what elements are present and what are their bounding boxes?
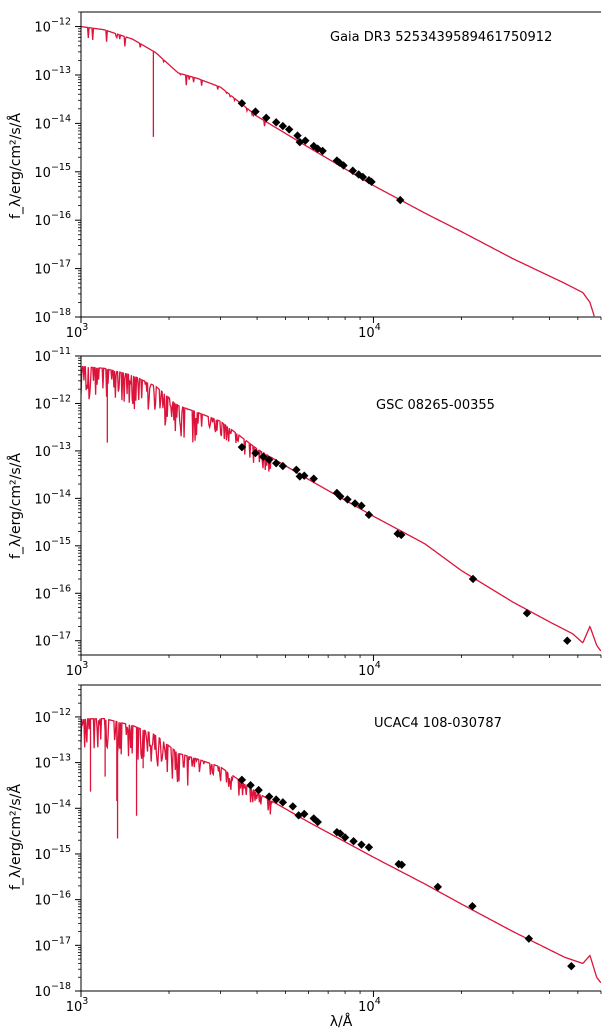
photometry-point <box>271 118 281 127</box>
photometry-point <box>348 166 357 175</box>
photometry-point <box>522 609 532 618</box>
photometry-point <box>300 471 309 480</box>
y-tick-label: 10−17 <box>34 631 71 650</box>
x-tick-label: 104 <box>358 996 381 1015</box>
photometry-point <box>293 131 302 140</box>
photometry-point <box>292 465 301 474</box>
y-tick-label: 10−15 <box>34 536 71 555</box>
photometry-point <box>301 136 310 145</box>
y-tick-label: 10−15 <box>34 844 71 863</box>
x-axis-label: λ/Å <box>330 1013 353 1030</box>
photometry-point <box>433 882 443 892</box>
photometry-point <box>563 636 572 645</box>
photometry-point <box>271 795 281 804</box>
photometry-point <box>288 802 298 811</box>
photometry-point <box>367 177 376 187</box>
y-tick-label: 10−16 <box>34 210 71 229</box>
panel-annotation: GSC 08265-00355 <box>376 398 495 413</box>
photometry-point <box>332 827 342 837</box>
y-tick-label: 10−14 <box>34 798 71 817</box>
sed-panel-bottom: UCAC4 108-030787 f_λ/erg/cm²/s/Å λ/Å 10−… <box>7 684 602 1030</box>
y-tick-label: 10−16 <box>34 890 71 909</box>
y-axis-label: f_λ/erg/cm²/s/Å <box>7 453 24 559</box>
y-tick-label: 10−16 <box>34 583 71 602</box>
photometry-point <box>357 501 366 510</box>
y-tick-label: 10−12 <box>34 17 71 36</box>
y-tick-label: 10−12 <box>34 707 71 726</box>
photometry-point <box>397 530 406 540</box>
photometry-point <box>468 901 477 911</box>
photometry-point <box>259 452 268 462</box>
photometry-point <box>468 574 478 584</box>
photometry-point <box>264 792 274 801</box>
panel-annotation: UCAC4 108-030787 <box>374 716 502 731</box>
photometry-point <box>271 459 281 468</box>
photometry-point <box>567 961 576 971</box>
photometry-point <box>524 934 534 943</box>
photometry-point <box>262 113 271 123</box>
y-tick-label: 10−13 <box>34 441 71 460</box>
photometry-point <box>294 811 303 820</box>
photometry-point <box>237 442 247 452</box>
photometry-point <box>357 840 366 849</box>
y-tick-label: 10−18 <box>34 981 71 1000</box>
y-tick-label: 10−15 <box>34 162 71 181</box>
photometry-point <box>284 125 294 134</box>
x-tick-label: 104 <box>358 322 381 341</box>
y-tick-label: 10−18 <box>34 307 71 326</box>
photometry-point <box>278 121 288 131</box>
photometry-point <box>364 843 374 852</box>
y-axis-label: f_λ/erg/cm²/s/Å <box>7 113 24 219</box>
x-tick-label: 104 <box>358 660 381 679</box>
photometry-point <box>349 837 358 846</box>
panel-annotation: Gaia DR3 5253439589461750912 <box>330 30 552 45</box>
photometry-point <box>237 99 247 108</box>
photometry-point <box>358 172 368 182</box>
model-spectrum-line <box>81 25 595 317</box>
y-tick-label: 10−14 <box>34 113 71 132</box>
photometry-point <box>318 146 327 156</box>
photometry-point <box>300 809 309 819</box>
x-tick-label: 103 <box>66 660 89 679</box>
photometry-point <box>339 161 348 170</box>
photometry-point <box>251 107 260 116</box>
photometry-point <box>336 829 345 838</box>
y-tick-label: 10−13 <box>34 753 71 772</box>
y-tick-label: 10−17 <box>34 259 71 278</box>
photometry-point <box>364 510 374 520</box>
model-spectrum-line <box>81 717 601 984</box>
photometry-point <box>264 455 274 464</box>
photometry-point <box>251 448 260 458</box>
x-tick-label: 103 <box>66 322 89 341</box>
photometry-point <box>313 817 322 827</box>
photometry-point <box>396 195 405 205</box>
photometry-point <box>246 781 255 790</box>
photometry-point <box>340 833 350 842</box>
photometry-point <box>278 798 288 807</box>
photometry-point <box>350 499 360 508</box>
photometry-point <box>278 461 288 471</box>
sed-panel-middle: GSC 08265-00355 f_λ/erg/cm²/s/Å 10−11 10−… <box>7 346 602 679</box>
photometry-point <box>397 860 406 869</box>
photometry-point <box>254 785 263 795</box>
model-spectrum-line <box>81 365 601 652</box>
x-tick-label: 103 <box>66 996 89 1015</box>
y-tick-label: 10−13 <box>34 65 71 84</box>
photometry-point <box>343 495 352 504</box>
y-axis-label: f_λ/erg/cm²/s/Å <box>7 784 24 890</box>
y-tick-label: 10−12 <box>34 393 71 412</box>
y-tick-label: 10−11 <box>34 346 71 365</box>
sed-panel-top: Gaia DR3 5253439589461750912 f_λ/erg/cm²… <box>7 11 602 341</box>
photometry-point <box>309 474 318 483</box>
y-tick-label: 10−14 <box>34 488 71 507</box>
y-tick-label: 10−17 <box>34 935 71 954</box>
photometry-point <box>336 492 345 501</box>
photometry-point <box>237 775 247 785</box>
